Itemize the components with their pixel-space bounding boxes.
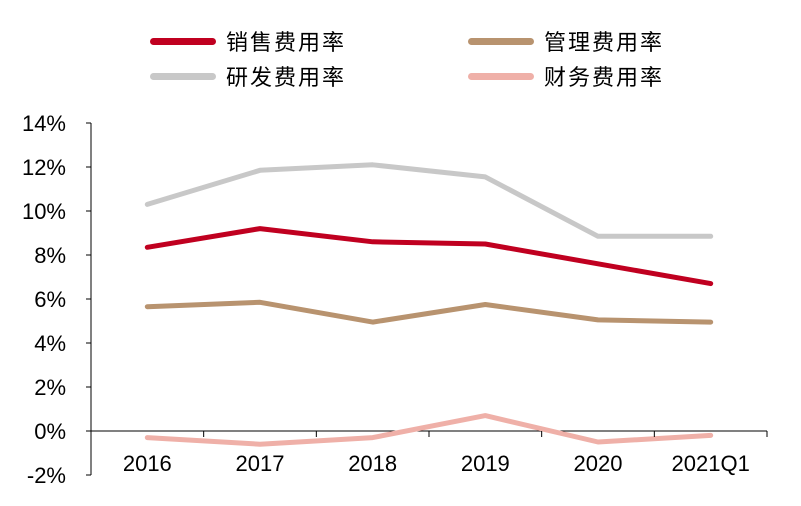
legend-item-finance: 财务费用率: [468, 61, 664, 91]
legend-swatch-finance: [468, 72, 534, 80]
series-line-1: [144, 299, 714, 325]
y-tick-label: 0%: [34, 419, 66, 444]
legend-label-finance: 财务费用率: [544, 66, 665, 91]
legend-label-admin: 管理费用率: [544, 31, 665, 56]
legend-label-sales: 销售费用率: [226, 31, 347, 56]
y-ticks: -2% 0% 2% 4% 6% 8% 10% 12% 14%: [22, 111, 91, 488]
legend-swatch-sales: [150, 37, 216, 45]
x-tick-label: 2017: [236, 451, 285, 476]
y-tick-label: 14%: [22, 111, 66, 136]
y-tick-label: 2%: [34, 375, 66, 400]
legend-item-rnd: 研发费用率: [150, 61, 346, 91]
series-group: [144, 162, 714, 447]
y-tick-label: 6%: [34, 287, 66, 312]
x-tick-label: 2020: [574, 451, 623, 476]
legend-item-admin: 管理费用率: [468, 26, 664, 56]
y-tick-label: 8%: [34, 243, 66, 268]
y-tick-label: 10%: [22, 199, 66, 224]
legend-swatch-admin: [468, 37, 534, 45]
series-line-3: [144, 413, 714, 447]
x-tick-label: 2019: [461, 451, 510, 476]
axes: [90, 123, 767, 475]
x-tick-label: 2018: [348, 451, 397, 476]
legend-item-sales: 销售费用率: [150, 26, 346, 56]
x-tick-label: 2016: [123, 451, 172, 476]
y-tick-label: -2%: [27, 463, 66, 488]
y-tick-label: 12%: [22, 155, 66, 180]
series-line-2: [144, 162, 714, 239]
series-line-0: [144, 226, 714, 287]
legend-swatch-rnd: [150, 72, 216, 80]
y-tick-label: 4%: [34, 331, 66, 356]
legend-label-rnd: 研发费用率: [226, 66, 347, 91]
x-tick-label: 2021Q1: [672, 451, 750, 476]
x-ticks: 2016 2017 2018 2019 2020 2021Q1: [90, 431, 768, 476]
legend: 销售费用率 管理费用率 研发费用率 财务费用率: [0, 0, 801, 100]
